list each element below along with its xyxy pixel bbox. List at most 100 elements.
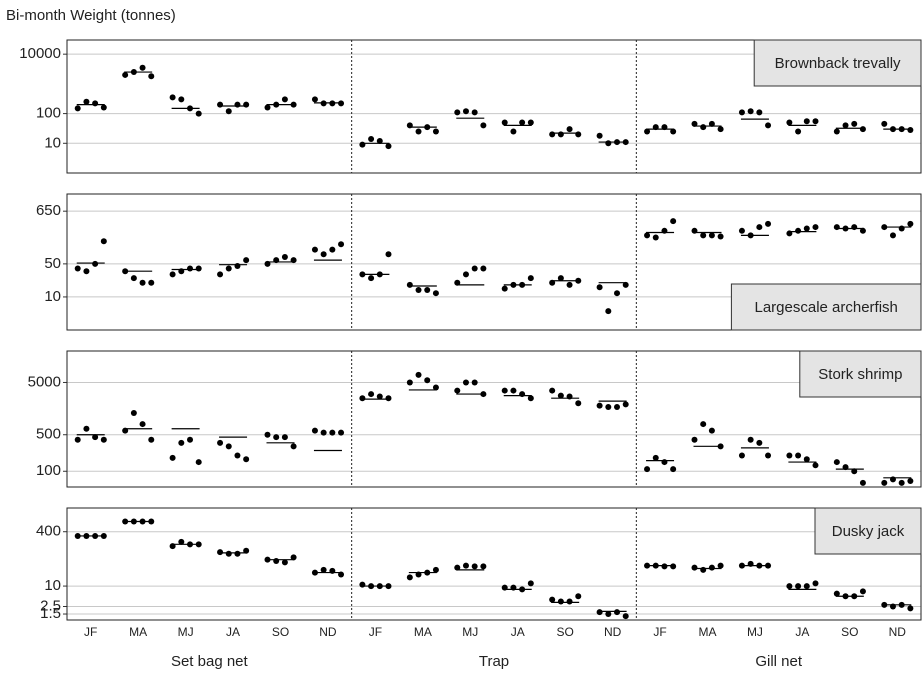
point xyxy=(264,556,271,563)
point xyxy=(812,462,819,469)
point xyxy=(700,421,707,428)
point xyxy=(765,452,772,459)
point xyxy=(243,101,250,108)
point xyxy=(169,454,176,461)
point xyxy=(622,281,629,288)
point xyxy=(717,126,724,133)
point xyxy=(225,108,232,115)
point xyxy=(376,271,383,278)
point xyxy=(795,452,802,459)
point xyxy=(859,126,866,133)
point xyxy=(320,100,327,107)
strip-box xyxy=(814,507,922,555)
point xyxy=(842,225,849,232)
point xyxy=(510,584,517,591)
point xyxy=(169,271,176,278)
point xyxy=(338,429,345,436)
point xyxy=(376,583,383,590)
point xyxy=(812,118,819,125)
point xyxy=(359,395,366,402)
point xyxy=(717,233,724,240)
point xyxy=(83,425,90,432)
x-tick-label: JA xyxy=(511,625,525,639)
point xyxy=(290,101,297,108)
point xyxy=(527,395,534,402)
point xyxy=(622,613,629,620)
point xyxy=(881,479,888,486)
y-tick-label: 10 xyxy=(44,288,61,305)
point xyxy=(338,100,345,107)
point xyxy=(178,96,185,103)
point xyxy=(462,379,469,386)
point xyxy=(462,271,469,278)
point xyxy=(471,265,478,272)
point xyxy=(273,101,280,108)
y-tick-label: 50 xyxy=(44,255,61,272)
panel-border xyxy=(66,507,922,621)
point xyxy=(756,109,763,116)
point xyxy=(765,562,772,569)
group-label: Trap xyxy=(479,653,509,670)
point xyxy=(833,128,840,135)
point xyxy=(415,371,422,378)
point xyxy=(139,64,146,71)
point xyxy=(661,459,668,466)
point xyxy=(195,459,202,466)
point xyxy=(290,443,297,450)
point xyxy=(510,281,517,288)
point xyxy=(519,281,526,288)
point xyxy=(148,73,155,80)
point xyxy=(415,128,422,135)
point xyxy=(122,71,129,78)
point xyxy=(881,224,888,231)
strip-label: Largescale archerfish xyxy=(754,299,897,316)
point xyxy=(432,290,439,297)
point xyxy=(596,132,603,139)
point xyxy=(424,569,431,576)
x-tick-label: SO xyxy=(272,625,289,639)
point xyxy=(290,257,297,264)
point xyxy=(907,127,914,134)
point xyxy=(596,402,603,409)
point xyxy=(907,605,914,612)
point xyxy=(644,466,651,473)
point xyxy=(510,387,517,394)
point xyxy=(644,562,651,569)
point xyxy=(217,549,224,556)
point xyxy=(738,227,745,234)
point xyxy=(566,393,573,400)
point xyxy=(385,251,392,258)
point xyxy=(130,410,137,417)
point xyxy=(786,119,793,126)
point xyxy=(432,128,439,135)
point xyxy=(187,265,194,272)
x-tick-label: MJ xyxy=(747,625,763,639)
point xyxy=(234,263,241,270)
point xyxy=(100,532,107,539)
point xyxy=(290,554,297,561)
point xyxy=(557,392,564,399)
y-tick-label: 400 xyxy=(36,523,61,540)
point xyxy=(708,120,715,127)
point xyxy=(243,547,250,554)
point xyxy=(661,563,668,570)
point xyxy=(519,119,526,126)
point xyxy=(889,126,896,133)
point xyxy=(605,140,612,147)
point xyxy=(881,601,888,608)
x-tick-label: MJ xyxy=(462,625,478,639)
point xyxy=(130,275,137,282)
point xyxy=(368,135,375,142)
point xyxy=(424,124,431,131)
point xyxy=(691,564,698,571)
point xyxy=(575,277,582,284)
point xyxy=(338,571,345,578)
strip-box xyxy=(799,350,922,398)
point xyxy=(756,224,763,231)
x-tick-label: MA xyxy=(129,625,147,639)
point xyxy=(178,439,185,446)
x-tick-label: ND xyxy=(604,625,622,639)
chart-title: Bi-month Weight (tonnes) xyxy=(6,7,176,24)
point xyxy=(614,139,621,146)
